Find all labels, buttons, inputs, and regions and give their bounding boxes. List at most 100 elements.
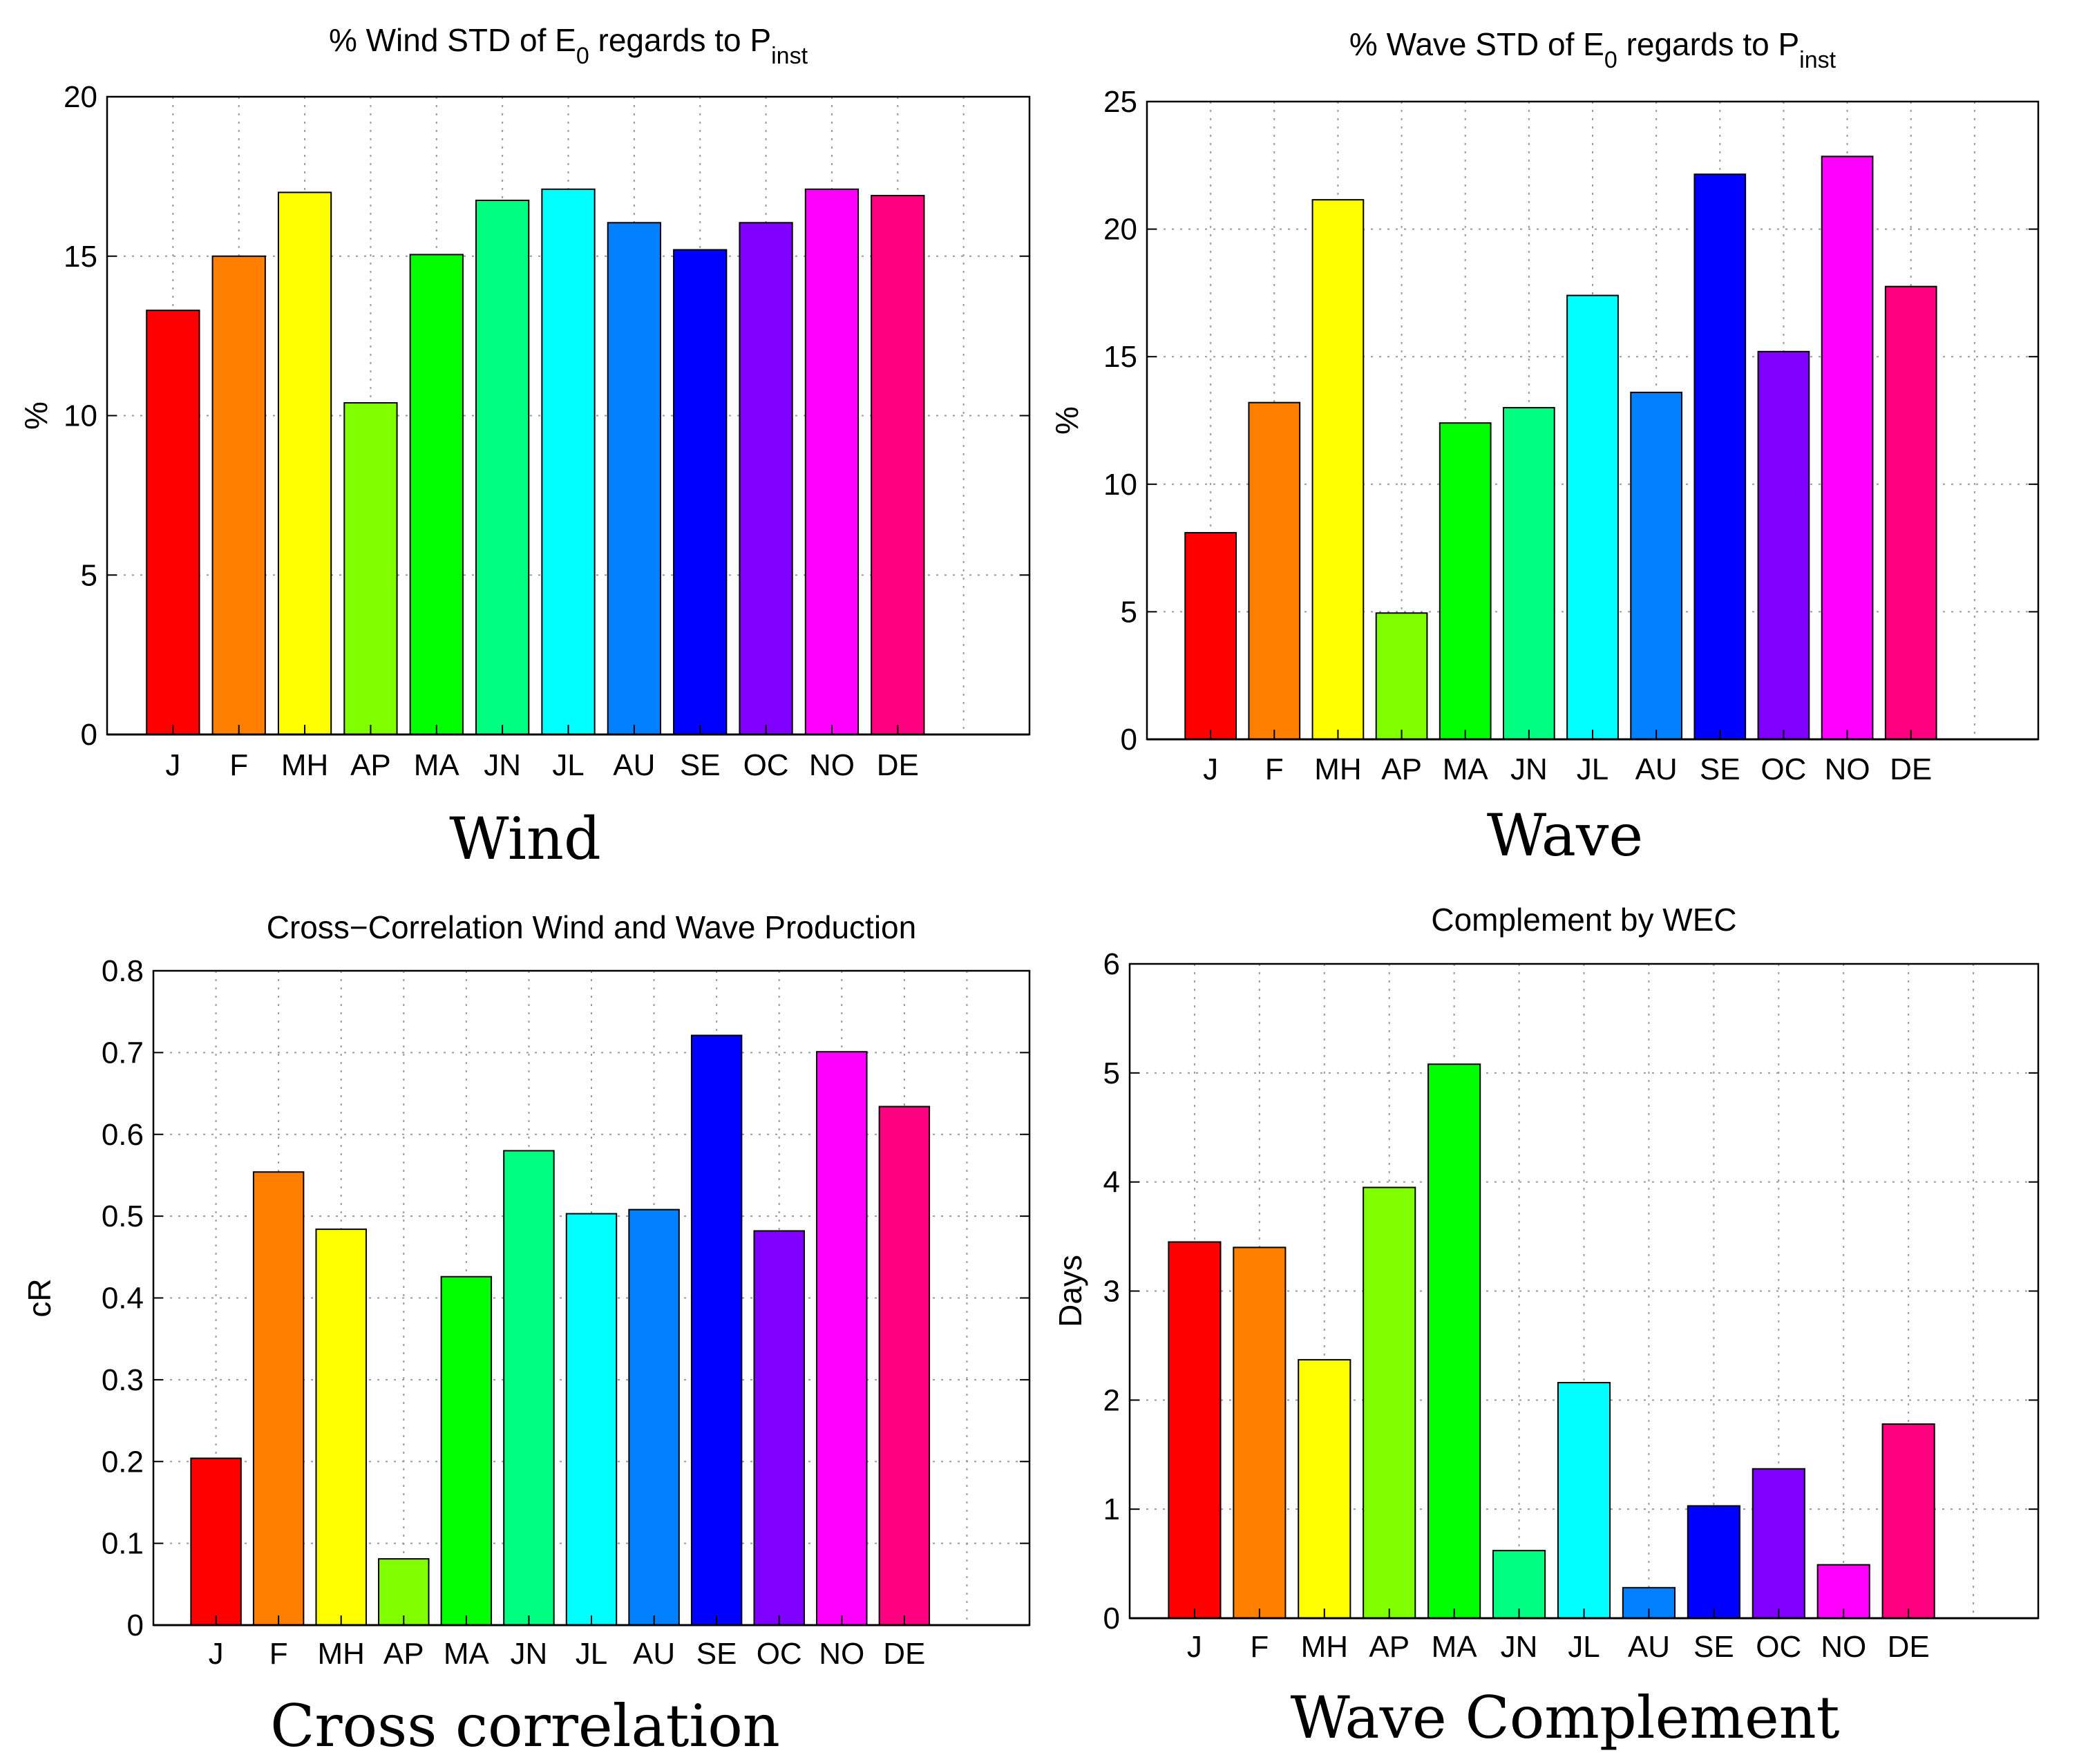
- bar-jn: [1503, 407, 1555, 740]
- y-tick-label: 0.7: [102, 1036, 144, 1070]
- bar-jn: [1492, 1550, 1546, 1619]
- bar-no: [1821, 155, 1874, 741]
- y-tick-label: 0.6: [102, 1118, 144, 1152]
- bar-j: [1168, 1241, 1222, 1619]
- y-tick-label: 6: [1103, 947, 1120, 981]
- y-tick-label: 0: [127, 1609, 144, 1642]
- y-tick-label: 0.8: [102, 954, 144, 988]
- bar-jl: [565, 1213, 618, 1626]
- bar-ma: [1439, 422, 1492, 741]
- chart-title: Complement by WEC: [1431, 902, 1736, 938]
- x-tick-label: AP: [383, 1637, 424, 1671]
- chart-title: % Wind STD of E0 regards to Pinst: [329, 22, 808, 69]
- y-tick-label: 0.4: [102, 1282, 144, 1316]
- x-tick-label: SE: [680, 748, 721, 782]
- y-tick-label: 20: [1103, 213, 1137, 247]
- x-tick-label: SE: [1693, 1630, 1734, 1664]
- y-tick-label: 25: [1103, 85, 1137, 119]
- bar-ma: [1427, 1063, 1481, 1619]
- y-tick-label: 0: [81, 718, 97, 752]
- x-tick-label: J: [209, 1637, 224, 1671]
- x-tick-label: DE: [1890, 752, 1932, 786]
- y-tick-label: 5: [1121, 595, 1137, 629]
- x-tick-label: JL: [576, 1637, 607, 1671]
- x-tick-label: DE: [1888, 1630, 1930, 1664]
- y-tick-label: 0: [1103, 1602, 1120, 1635]
- bar-mh: [1311, 199, 1365, 740]
- y-axis-label: %: [1049, 406, 1085, 435]
- chart-2: 0 5 10 15 20 25 J F MH AP MA JN JL AU SE OC NO DE % Wave S…: [1049, 26, 2040, 869]
- bar-mh: [1298, 1358, 1351, 1620]
- y-tick-label: 5: [1103, 1056, 1120, 1090]
- panel-caption: Cross correlation: [270, 1692, 780, 1760]
- x-tick-label: F: [229, 748, 248, 782]
- bar-oc: [739, 222, 793, 736]
- y-tick-label: 3: [1103, 1275, 1120, 1309]
- x-tick-label: F: [1265, 752, 1284, 786]
- x-tick-label: AU: [1628, 1630, 1670, 1664]
- bar-jn: [503, 1150, 555, 1627]
- x-tick-label: OC: [1760, 752, 1806, 786]
- bar-j: [146, 310, 200, 735]
- bar-se: [673, 249, 728, 735]
- bar-au: [1630, 391, 1682, 740]
- x-tick-label: JL: [552, 748, 584, 782]
- bar-oc: [1752, 1468, 1805, 1619]
- bar-se: [1687, 1505, 1740, 1619]
- bar-ap: [378, 1558, 430, 1626]
- x-tick-label: NO: [1825, 752, 1870, 786]
- chart-title: % Wave STD of E0 regards to Pinst: [1349, 26, 1837, 73]
- x-tick-label: AU: [613, 748, 655, 782]
- x-tick-label: DE: [883, 1637, 925, 1671]
- panel-caption: Wave Complement: [1290, 1684, 1839, 1752]
- x-tick-label: AP: [350, 748, 391, 782]
- x-tick-label: MH: [1301, 1630, 1348, 1664]
- panel-caption: Wind: [449, 805, 601, 873]
- x-tick-label: J: [1187, 1630, 1202, 1664]
- bar-f: [1233, 1246, 1287, 1620]
- y-tick-label: 0.3: [102, 1363, 144, 1397]
- chart-3: 0 0.1 0.2 0.3 0.4 0.5 0.6 0.7 0.8 J F MH AP MA JN JL AU S…: [21, 909, 1031, 1760]
- bar-ma: [440, 1275, 493, 1627]
- chart-1: 0 5 10 15 20 J F MH AP MA JN JL AU SE OC NO DE % Wind STD…: [18, 22, 1031, 873]
- x-tick-label: JN: [511, 1637, 548, 1671]
- y-tick-label: 0.5: [102, 1199, 144, 1233]
- y-axis-label: %: [18, 401, 54, 430]
- x-tick-label: F: [1250, 1630, 1269, 1664]
- bar-ap: [1363, 1186, 1416, 1619]
- bar-de: [871, 195, 925, 735]
- bar-se: [1693, 173, 1747, 741]
- x-tick-label: SE: [696, 1637, 737, 1671]
- y-tick-label: 15: [1103, 340, 1137, 374]
- x-tick-label: JL: [1577, 752, 1608, 786]
- x-tick-label: J: [1203, 752, 1218, 786]
- bar-de: [1881, 1423, 1935, 1619]
- chart-title: Cross−Correlation Wind and Wave Producti…: [267, 909, 916, 945]
- x-tick-label: J: [165, 748, 180, 782]
- bar-ma: [409, 254, 464, 735]
- y-tick-label: 0: [1121, 723, 1137, 757]
- y-tick-label: 4: [1103, 1166, 1120, 1199]
- y-tick-label: 5: [81, 558, 97, 592]
- x-tick-label: AU: [633, 1637, 675, 1671]
- y-tick-label: 1: [1103, 1492, 1120, 1526]
- bar-mh: [277, 191, 332, 735]
- y-tick-label: 20: [64, 80, 97, 114]
- x-tick-label: AP: [1369, 1630, 1410, 1664]
- bar-de: [878, 1106, 931, 1626]
- bar-mh: [315, 1229, 367, 1626]
- x-tick-label: NO: [1821, 1630, 1866, 1664]
- bar-au: [628, 1208, 680, 1626]
- x-tick-label: OC: [1756, 1630, 1801, 1664]
- bar-f: [1248, 401, 1301, 740]
- x-tick-label: NO: [819, 1637, 864, 1671]
- x-tick-label: MH: [317, 1637, 364, 1671]
- bar-jl: [541, 188, 596, 735]
- bar-se: [690, 1034, 743, 1626]
- bar-no: [816, 1051, 868, 1627]
- y-axis-label: Days: [1052, 1255, 1088, 1327]
- y-tick-label: 0.2: [102, 1445, 144, 1479]
- y-axis-label: cR: [21, 1278, 57, 1317]
- y-tick-label: 0.1: [102, 1527, 144, 1561]
